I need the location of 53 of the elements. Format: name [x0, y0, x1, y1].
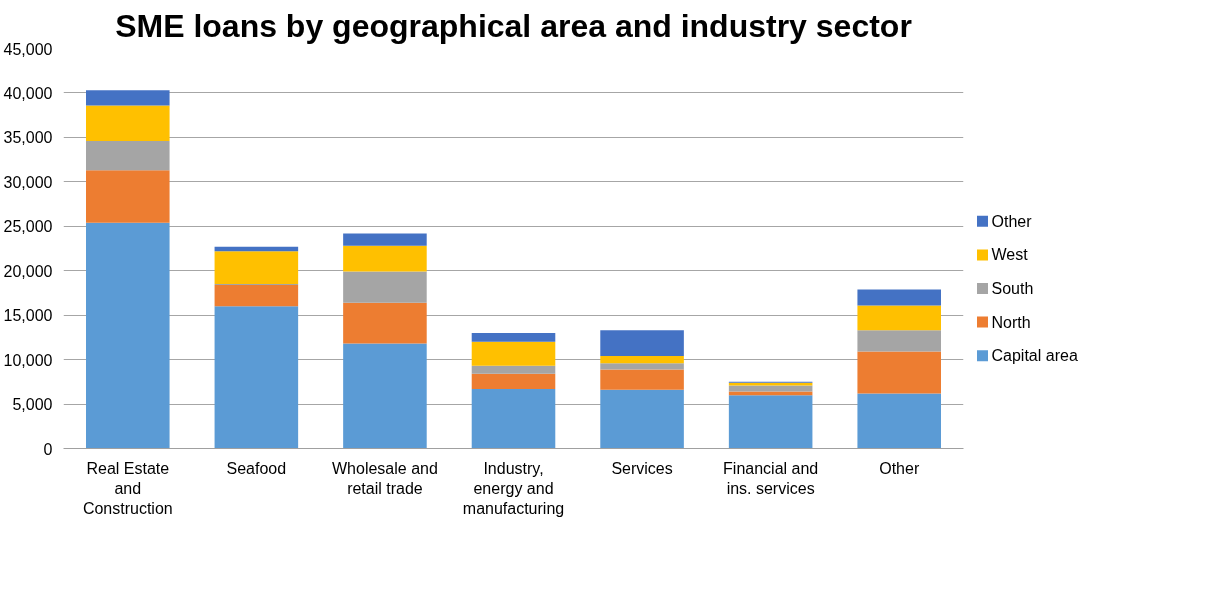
- bar: [600, 389, 684, 449]
- y-tick-label: 40,000: [3, 84, 53, 102]
- bar: [857, 305, 941, 331]
- legend-label: Capital area: [991, 347, 1078, 365]
- bar: [600, 330, 684, 357]
- bar: [600, 356, 684, 364]
- bar: [343, 343, 427, 449]
- bar: [471, 332, 556, 342]
- bar: [343, 302, 427, 344]
- legend-label: South: [991, 280, 1034, 297]
- x-tick-label: Wholesale and retail trade: [332, 459, 438, 497]
- x-tick-label: Seafood: [226, 459, 287, 477]
- bar: [214, 306, 299, 449]
- bar: [471, 388, 556, 449]
- bar: [343, 233, 427, 246]
- y-tick-label: 15,000: [3, 307, 53, 325]
- bar: [214, 251, 299, 285]
- y-tick-label: 0: [43, 440, 53, 458]
- legend-label: West: [991, 246, 1029, 264]
- bar: [471, 341, 556, 366]
- bar: [857, 393, 941, 449]
- legend-label: North: [991, 313, 1031, 331]
- legend-label: Other: [991, 212, 1033, 230]
- x-tick-label: Financial and ins. services: [723, 459, 819, 497]
- bar: [86, 90, 170, 106]
- bar: [728, 395, 813, 449]
- x-tick-label: Other: [879, 459, 920, 477]
- bar: [86, 140, 170, 171]
- bar: [214, 284, 299, 307]
- bar: [600, 369, 684, 390]
- y-tick-label: 25,000: [3, 218, 53, 236]
- x-tick-label: Industry, energy and manufacturing: [462, 459, 565, 518]
- y-tick-label: 45,000: [3, 40, 53, 58]
- bar: [343, 271, 427, 303]
- bar: [471, 365, 556, 374]
- chart-title: SME loans by geographical area and industry sector: [115, 7, 912, 44]
- y-tick-label: 10,000: [3, 351, 53, 369]
- bar: [857, 351, 941, 394]
- y-tick-label: 5,000: [12, 396, 53, 414]
- x-tick-label: Services: [611, 459, 673, 477]
- y-tick-label: 30,000: [3, 173, 53, 191]
- bar: [600, 363, 684, 370]
- y-tick-label: 20,000: [3, 262, 53, 280]
- y-tick-label: 35,000: [3, 129, 53, 147]
- bar: [471, 373, 556, 389]
- bar: [728, 385, 813, 392]
- bar: [86, 105, 170, 141]
- x-tick-label: Real Estate and Construction: [82, 459, 173, 518]
- bar: [857, 330, 941, 352]
- bar: [857, 289, 941, 306]
- bar: [86, 222, 170, 449]
- bar: [343, 245, 427, 272]
- bar: [86, 170, 170, 223]
